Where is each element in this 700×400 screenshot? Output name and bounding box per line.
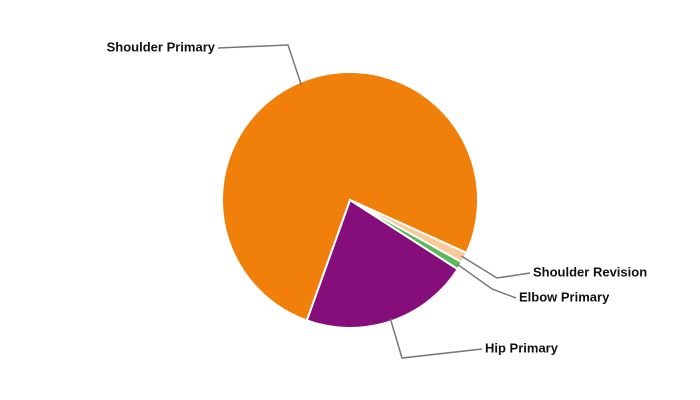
leader-line [389, 318, 483, 359]
leader-line [456, 263, 517, 299]
leader-line [461, 255, 531, 279]
slice-label: Hip Primary [485, 340, 559, 355]
leader-line [217, 44, 303, 86]
slice-label: Shoulder Primary [107, 39, 216, 54]
slice-label: Elbow Primary [519, 289, 610, 304]
slice-label: Shoulder Revision [533, 264, 647, 279]
